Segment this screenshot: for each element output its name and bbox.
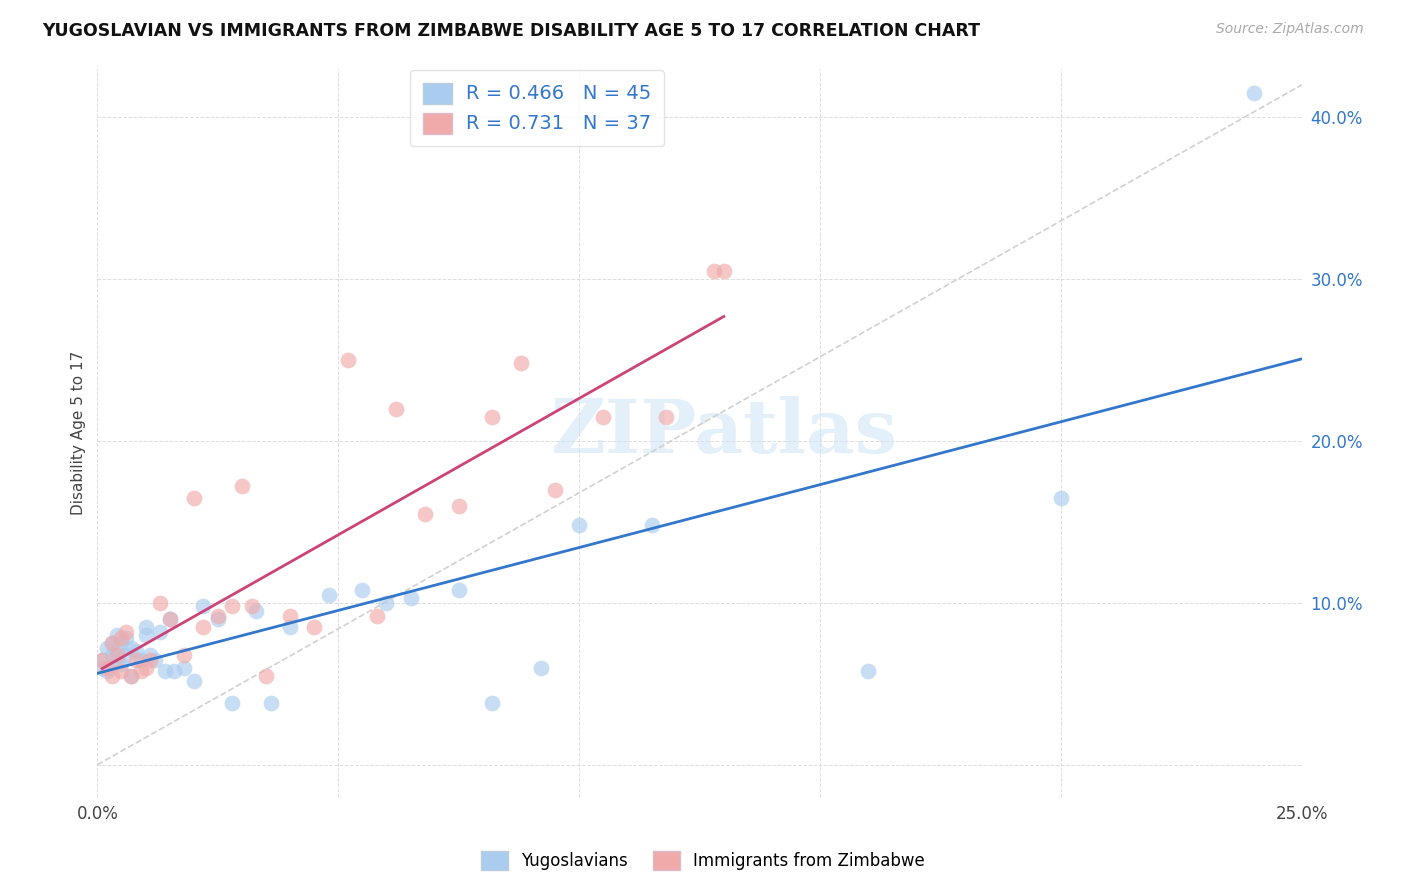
Text: ZIPatlas: ZIPatlas xyxy=(550,396,897,469)
Point xyxy=(221,696,243,710)
Point xyxy=(129,652,152,666)
Point xyxy=(105,648,128,662)
Point xyxy=(385,401,408,416)
Point xyxy=(91,660,114,674)
Point xyxy=(115,632,138,646)
Point xyxy=(447,582,470,597)
Point xyxy=(105,628,128,642)
Point xyxy=(544,483,567,497)
Point xyxy=(159,612,181,626)
Point xyxy=(352,582,374,597)
Point xyxy=(254,669,277,683)
Point xyxy=(173,660,195,674)
Point xyxy=(193,599,215,613)
Point xyxy=(105,644,128,658)
Point xyxy=(110,636,132,650)
Point xyxy=(447,499,470,513)
Point xyxy=(96,664,118,678)
Point xyxy=(318,588,340,602)
Point xyxy=(110,632,132,646)
Point xyxy=(375,596,398,610)
Point xyxy=(120,641,142,656)
Point xyxy=(713,264,735,278)
Point xyxy=(125,644,148,658)
Legend: Yugoslavians, Immigrants from Zimbabwe: Yugoslavians, Immigrants from Zimbabwe xyxy=(475,844,931,877)
Point xyxy=(278,620,301,634)
Point xyxy=(1243,86,1265,100)
Legend: R = 0.466   N = 45, R = 0.731   N = 37: R = 0.466 N = 45, R = 0.731 N = 37 xyxy=(411,70,664,146)
Point xyxy=(640,518,662,533)
Point xyxy=(110,657,132,672)
Point xyxy=(101,648,124,662)
Point xyxy=(510,356,533,370)
Point xyxy=(245,604,267,618)
Point xyxy=(366,608,388,623)
Point xyxy=(159,612,181,626)
Point xyxy=(129,664,152,678)
Point xyxy=(135,628,157,642)
Point xyxy=(105,652,128,666)
Point xyxy=(101,636,124,650)
Point xyxy=(481,696,503,710)
Point xyxy=(115,625,138,640)
Point xyxy=(153,664,176,678)
Point xyxy=(413,507,436,521)
Point xyxy=(231,479,253,493)
Point xyxy=(143,652,166,666)
Point xyxy=(481,409,503,424)
Text: Source: ZipAtlas.com: Source: ZipAtlas.com xyxy=(1216,22,1364,37)
Point xyxy=(115,648,138,662)
Point xyxy=(655,409,678,424)
Point xyxy=(592,409,614,424)
Point xyxy=(568,518,591,533)
Point xyxy=(1050,491,1073,505)
Point xyxy=(221,599,243,613)
Point xyxy=(193,620,215,634)
Point xyxy=(278,608,301,623)
Point xyxy=(139,648,162,662)
Point xyxy=(120,669,142,683)
Point xyxy=(91,652,114,666)
Y-axis label: Disability Age 5 to 17: Disability Age 5 to 17 xyxy=(72,351,86,515)
Point xyxy=(91,652,114,666)
Point xyxy=(139,652,162,666)
Point xyxy=(149,596,172,610)
Point xyxy=(240,599,263,613)
Point xyxy=(207,608,229,623)
Point xyxy=(183,673,205,688)
Point xyxy=(135,620,157,634)
Point xyxy=(96,660,118,674)
Point xyxy=(703,264,725,278)
Point xyxy=(110,664,132,678)
Point xyxy=(399,591,422,605)
Text: YUGOSLAVIAN VS IMMIGRANTS FROM ZIMBABWE DISABILITY AGE 5 TO 17 CORRELATION CHART: YUGOSLAVIAN VS IMMIGRANTS FROM ZIMBABWE … xyxy=(42,22,980,40)
Point xyxy=(336,353,359,368)
Point xyxy=(260,696,283,710)
Point xyxy=(149,625,172,640)
Point xyxy=(96,641,118,656)
Point xyxy=(120,669,142,683)
Point xyxy=(207,612,229,626)
Point xyxy=(858,664,880,678)
Point xyxy=(125,652,148,666)
Point xyxy=(183,491,205,505)
Point xyxy=(302,620,325,634)
Point xyxy=(173,648,195,662)
Point xyxy=(101,636,124,650)
Point xyxy=(101,669,124,683)
Point xyxy=(163,664,186,678)
Point xyxy=(530,660,553,674)
Point xyxy=(135,660,157,674)
